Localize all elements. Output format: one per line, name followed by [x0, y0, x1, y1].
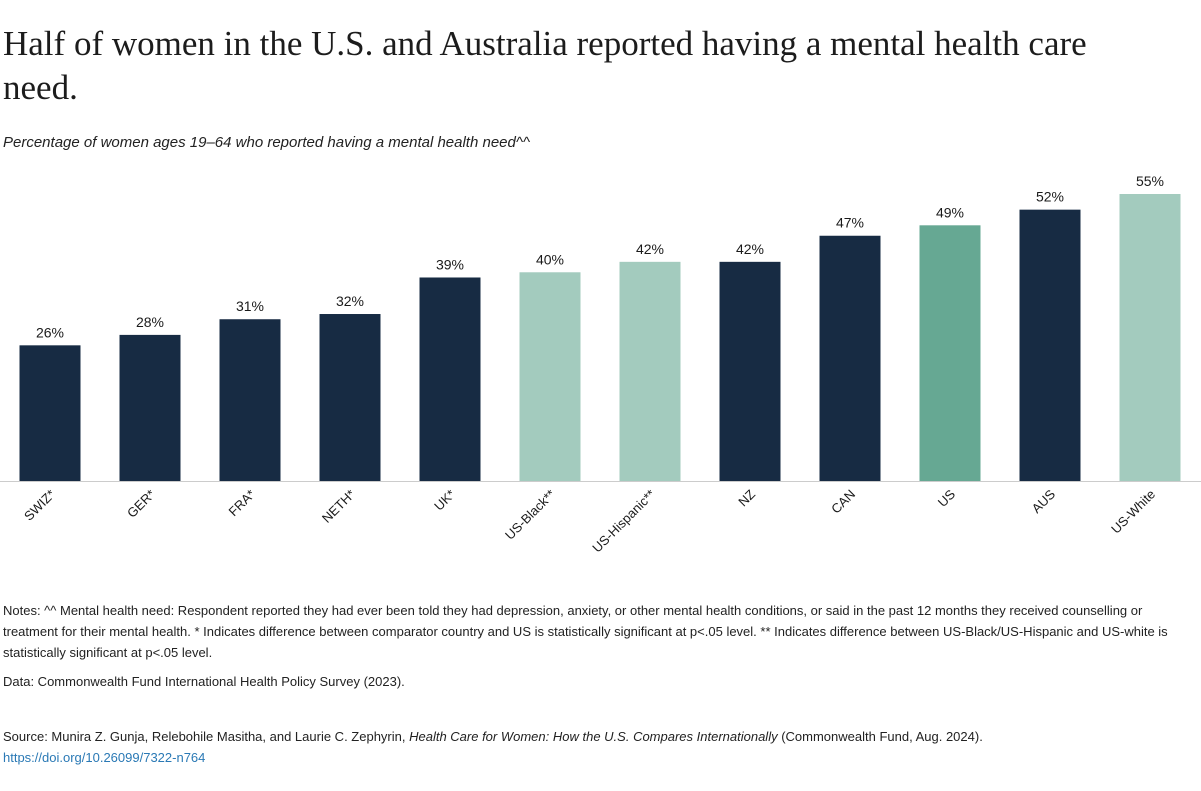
data-label: 49%	[936, 204, 964, 220]
x-tick-label: NETH*	[319, 487, 358, 526]
chart-title: Half of women in the U.S. and Australia …	[3, 24, 1087, 107]
data-label: 32%	[336, 293, 364, 309]
source-suffix: (Commonwealth Fund, Aug. 2024).	[777, 729, 983, 744]
bar	[819, 235, 881, 481]
data-source: Data: Commonwealth Fund International He…	[3, 674, 405, 689]
source: Source: Munira Z. Gunja, Relebohile Masi…	[3, 726, 1198, 768]
bar	[219, 319, 281, 481]
bar	[1119, 194, 1181, 481]
bar	[919, 225, 981, 481]
bar	[419, 277, 481, 481]
data-label: 26%	[36, 324, 64, 340]
x-tick-label: UK*	[431, 487, 458, 514]
x-tick-label: US-White	[1108, 487, 1158, 537]
data-label: 28%	[136, 314, 164, 330]
x-tick-label: US	[935, 486, 959, 510]
notes: Notes: ^^ Mental health need: Respondent…	[3, 603, 1168, 660]
data-label: 42%	[636, 241, 664, 257]
data-label: 40%	[536, 251, 564, 267]
x-tick-label: US-Hispanic**	[589, 487, 658, 556]
x-tick-label: US-Black**	[502, 487, 558, 543]
x-tick-label: FRA*	[226, 487, 259, 520]
bar-chart: 26% SWIZ* 28% GER* 31% FRA* 32% NETH* 39% UK* 40% U…	[0, 173, 1201, 556]
data-label: 42%	[736, 241, 764, 257]
doi-link[interactable]: https://doi.org/10.26099/7322-n764	[3, 750, 206, 765]
bar	[1019, 209, 1081, 481]
data-label: 52%	[1036, 189, 1064, 205]
x-tick-label: CAN	[828, 487, 858, 517]
source-prefix: Source: Munira Z. Gunja, Relebohile Masi…	[3, 729, 410, 744]
source-title: Health Care for Women: How the U.S. Comp…	[409, 729, 778, 744]
bar	[719, 261, 781, 481]
x-tick-label: GER*	[124, 487, 158, 521]
bar	[19, 345, 81, 481]
bar	[519, 272, 581, 481]
x-tick-label: NZ	[735, 486, 758, 509]
data-label: 39%	[436, 256, 464, 272]
x-tick-label: AUS	[1029, 486, 1059, 516]
bar	[619, 261, 681, 481]
chart-subtitle: Percentage of women ages 19–64 who repor…	[3, 134, 530, 151]
data-label: 55%	[1136, 173, 1164, 189]
data-label: 31%	[236, 298, 264, 314]
x-tick-label: SWIZ*	[21, 487, 58, 524]
bar	[119, 334, 181, 481]
data-label: 47%	[836, 215, 864, 231]
bar	[319, 314, 381, 481]
